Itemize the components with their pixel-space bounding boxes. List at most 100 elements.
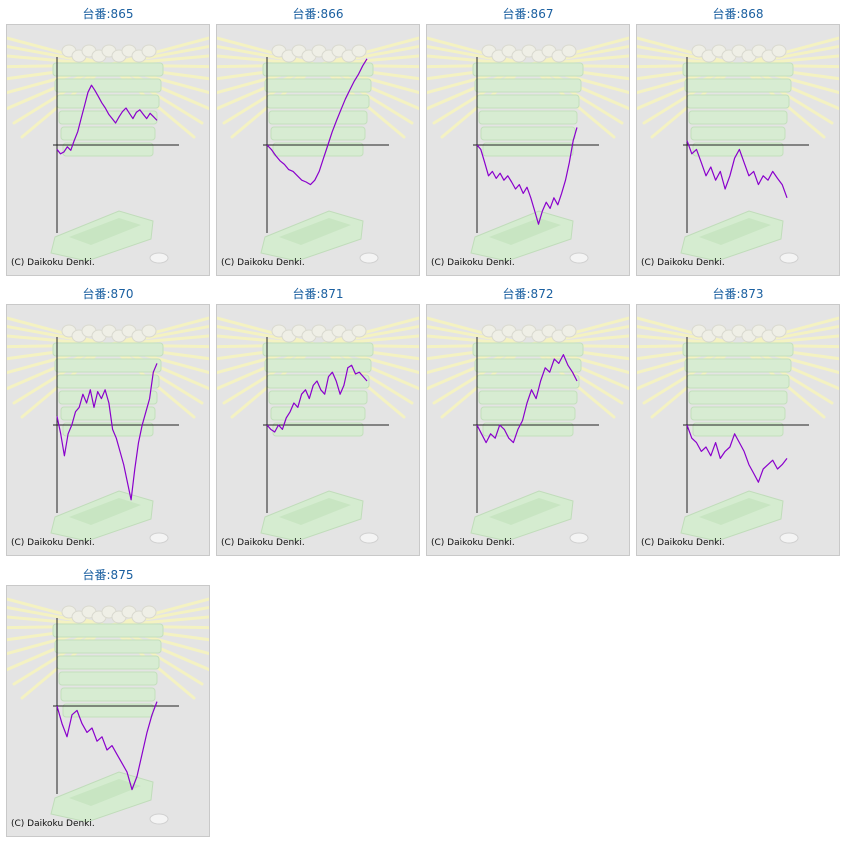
copyright-text: (C) Daikoku Denki. — [11, 258, 95, 268]
chart-title[interactable]: 台番:868 — [712, 7, 764, 21]
tray-inner-shape — [69, 218, 141, 245]
medal-box-shape — [58, 390, 158, 405]
coin-shape — [359, 252, 379, 264]
medal-box-shape — [264, 78, 372, 93]
chart-title[interactable]: 台番:871 — [292, 287, 344, 301]
chart-svg — [637, 316, 839, 544]
sun-ray — [7, 324, 110, 347]
medal-shape — [351, 324, 367, 338]
chart-title[interactable]: 台番:866 — [292, 7, 344, 21]
copyright-text: (C) Daikoku Denki. — [641, 538, 725, 548]
chart-title[interactable]: 台番:873 — [712, 287, 764, 301]
machine-chart: 台番:866 (C) Daikoku Denki. — [216, 0, 420, 276]
medal-box-shape — [58, 671, 158, 686]
medal-box-shape — [480, 406, 576, 421]
tray-inner-shape — [699, 498, 771, 525]
machine-chart: 台番:867 (C) Daikoku Denki. — [426, 0, 630, 276]
coin-shape — [149, 813, 169, 825]
copyright-text: (C) Daikoku Denki. — [431, 538, 515, 548]
chart-frame: (C) Daikoku Denki. — [636, 24, 840, 276]
medal-box-shape — [480, 126, 576, 141]
medal-box-shape — [58, 110, 158, 125]
chart-title[interactable]: 台番:875 — [82, 568, 134, 582]
copyright-text: (C) Daikoku Denki. — [11, 819, 95, 829]
medal-box-shape — [472, 342, 584, 357]
medal-box-shape — [476, 94, 580, 109]
series-line — [476, 127, 578, 225]
medal-box-shape — [62, 422, 154, 437]
tray-inner-shape — [489, 218, 561, 245]
medal-box-shape — [472, 62, 584, 77]
chart-title[interactable]: 台番:870 — [82, 287, 134, 301]
sun-ray — [217, 324, 320, 347]
medal-box-shape — [270, 406, 366, 421]
medal-box-shape — [268, 390, 368, 405]
medal-box-shape — [60, 687, 156, 702]
machine-chart: 台番:865 (C) Daikoku Denki. — [6, 0, 210, 276]
machine-chart: 台番:872 (C) Daikoku Denki. — [426, 280, 630, 556]
series-line — [56, 363, 158, 501]
chart-svg — [217, 36, 419, 264]
medal-box-shape — [266, 94, 370, 109]
sun-ray — [637, 324, 740, 347]
chart-title[interactable]: 台番:872 — [502, 287, 554, 301]
medal-box-shape — [270, 126, 366, 141]
medal-box-shape — [60, 126, 156, 141]
background-illustration — [217, 316, 419, 544]
medal-box-shape — [478, 110, 578, 125]
sun-ray — [316, 44, 419, 67]
background-illustration — [637, 316, 839, 544]
medal-box-shape — [62, 142, 154, 157]
chart-frame: (C) Daikoku Denki. — [426, 304, 630, 556]
sun-ray — [526, 44, 629, 67]
tray-inner-shape — [69, 779, 141, 806]
medal-shape — [771, 324, 787, 338]
sun-ray — [106, 605, 209, 628]
chart-title[interactable]: 台番:867 — [502, 7, 554, 21]
chart-svg — [427, 36, 629, 264]
medal-shape — [351, 44, 367, 58]
sun-ray — [7, 44, 110, 67]
medal-box-shape — [692, 422, 784, 437]
machine-chart: 台番:875 (C) Daikoku Denki. — [6, 561, 210, 837]
tray-inner-shape — [699, 218, 771, 245]
medal-shape — [561, 44, 577, 58]
chart-frame: (C) Daikoku Denki. — [6, 304, 210, 556]
series-line — [476, 353, 578, 444]
sun-ray — [736, 44, 839, 67]
medal-box-shape — [476, 374, 580, 389]
medal-box-shape — [54, 358, 162, 373]
series-line — [56, 84, 158, 155]
medal-box-shape — [272, 422, 364, 437]
series-line — [266, 58, 368, 186]
coin-shape — [779, 252, 799, 264]
chart-frame: (C) Daikoku Denki. — [426, 24, 630, 276]
medal-shape — [141, 44, 157, 58]
medal-box-shape — [474, 78, 582, 93]
machine-chart: 台番:870 (C) Daikoku Denki. — [6, 280, 210, 556]
chart-title[interactable]: 台番:865 — [82, 7, 134, 21]
coin-shape — [569, 252, 589, 264]
medal-box-shape — [474, 358, 582, 373]
medal-box-shape — [692, 142, 784, 157]
medal-shape — [561, 324, 577, 338]
background-illustration — [427, 36, 629, 264]
medal-box-shape — [682, 342, 794, 357]
medal-box-shape — [262, 62, 374, 77]
medal-shape — [141, 324, 157, 338]
coin-shape — [149, 252, 169, 264]
background-illustration — [217, 36, 419, 264]
medal-box-shape — [690, 126, 786, 141]
chart-svg — [7, 316, 209, 544]
medal-box-shape — [478, 390, 578, 405]
machine-chart: 台番:871 (C) Daikoku Denki. — [216, 280, 420, 556]
coin-shape — [779, 532, 799, 544]
background-illustration — [7, 36, 209, 264]
coin-shape — [569, 532, 589, 544]
medal-box-shape — [272, 142, 364, 157]
medal-shape — [771, 44, 787, 58]
chart-svg — [7, 597, 209, 825]
chart-frame: (C) Daikoku Denki. — [6, 24, 210, 276]
sun-ray — [106, 324, 209, 347]
medal-box-shape — [54, 639, 162, 654]
